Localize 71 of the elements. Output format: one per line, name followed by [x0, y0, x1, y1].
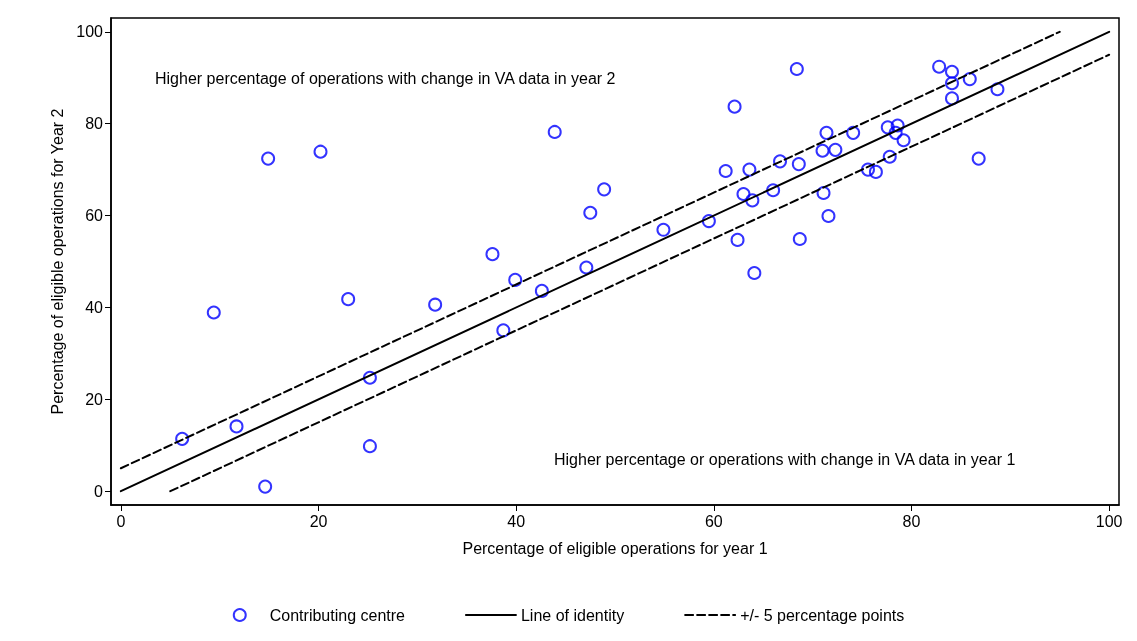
point	[888, 125, 903, 140]
y-tick-label: 0	[94, 482, 104, 500]
point	[945, 91, 959, 106]
point	[745, 193, 760, 208]
annotation: Higher percentage of operations with change in VA data in year 2	[155, 69, 616, 87]
point	[747, 265, 762, 280]
y-axis-title: Percentage of eligible operations for Year 2	[48, 108, 66, 415]
point	[868, 164, 883, 179]
point	[727, 99, 742, 114]
point	[880, 120, 895, 135]
point	[766, 183, 781, 198]
x-tick-label: 0	[116, 512, 126, 530]
point	[791, 157, 806, 172]
point	[971, 151, 986, 166]
legend-label: Line of identity	[520, 606, 625, 624]
point	[206, 305, 221, 320]
point	[508, 272, 523, 287]
point	[882, 149, 897, 164]
point	[890, 118, 905, 133]
point	[597, 182, 612, 197]
point	[821, 209, 836, 224]
point	[485, 247, 500, 262]
point	[718, 163, 733, 178]
point	[896, 133, 911, 148]
point	[534, 283, 549, 298]
point	[701, 214, 716, 229]
point	[579, 260, 594, 275]
x-tick-label: 60	[704, 512, 723, 530]
point	[428, 297, 443, 312]
point	[861, 162, 875, 177]
y-tick-label: 60	[85, 207, 104, 225]
point	[815, 143, 830, 158]
point	[656, 222, 671, 237]
y-tick-label: 40	[85, 298, 104, 316]
point	[816, 186, 831, 201]
point	[229, 419, 244, 434]
point	[736, 186, 751, 201]
point	[261, 151, 276, 166]
point	[828, 142, 843, 157]
point	[742, 162, 757, 177]
y-tick-label: 20	[85, 390, 104, 408]
point	[792, 231, 807, 246]
point	[819, 125, 834, 140]
point	[258, 479, 273, 494]
y-tick-label: 80	[85, 115, 104, 133]
point	[932, 59, 947, 74]
legend-label: Contributing centre	[269, 606, 406, 624]
point	[362, 439, 377, 454]
legend-label: +/- 5 percentage points	[740, 606, 905, 624]
x-tick-label: 20	[309, 512, 328, 530]
point	[990, 82, 1005, 97]
point	[547, 124, 562, 139]
point	[341, 292, 356, 307]
point	[583, 205, 598, 220]
x-tick-label: 40	[507, 512, 526, 530]
x-tick-label: 100	[1095, 512, 1123, 530]
point	[846, 125, 861, 140]
point	[945, 64, 959, 79]
point	[789, 62, 804, 76]
point	[773, 154, 788, 169]
point	[175, 431, 190, 446]
point	[962, 72, 977, 87]
annotation: Higher percentage or operations with change in VA data in year 1	[554, 450, 1016, 468]
point	[496, 323, 511, 338]
point	[362, 370, 377, 385]
x-axis-title: Percentage of eligible operations for year 1	[462, 539, 768, 557]
x-tick-label: 80	[902, 512, 921, 530]
y-tick-label: 100	[76, 23, 104, 41]
point	[730, 232, 745, 247]
point	[313, 144, 328, 159]
point	[945, 76, 959, 91]
